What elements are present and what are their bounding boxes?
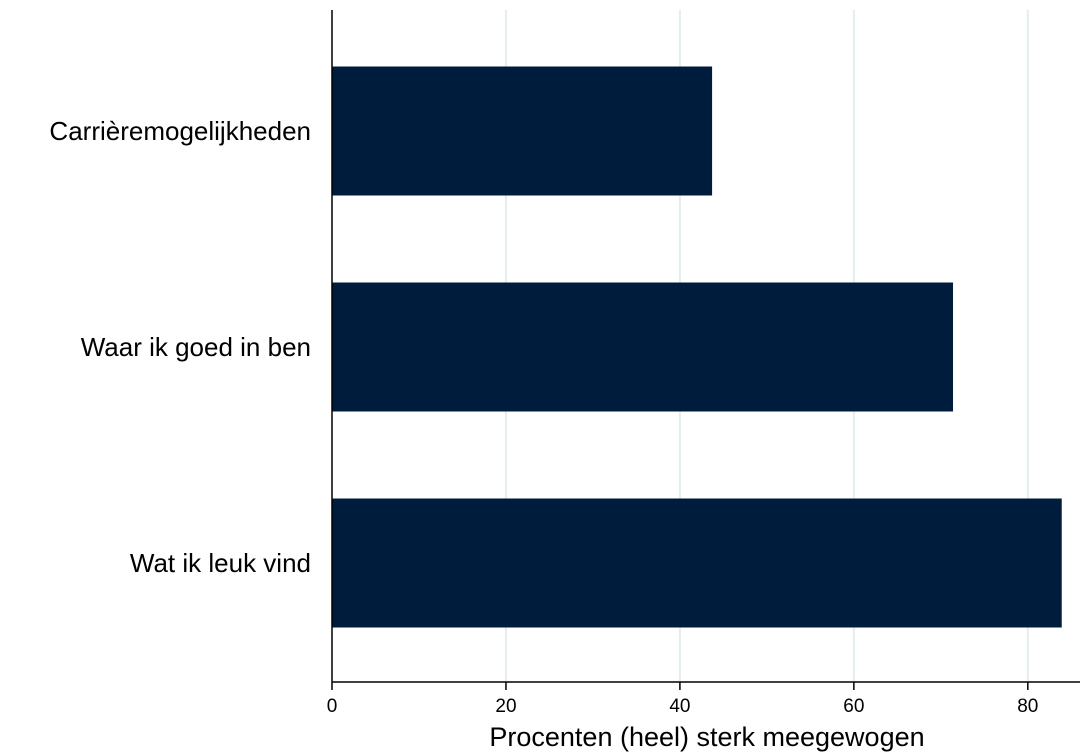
bars — [332, 66, 1062, 628]
category-label-1: Waar ik goed in ben — [81, 332, 311, 362]
bar-0 — [332, 66, 713, 196]
axes — [331, 10, 1080, 690]
bar-2 — [332, 498, 1062, 628]
labels: Carrièremogelijkheden Waar ik goed in ben… — [49, 116, 1038, 717]
x-tick-label-60: 60 — [843, 696, 864, 717]
x-tick-label-80: 80 — [1017, 696, 1038, 717]
bar-1 — [332, 282, 954, 412]
x-axis-title: Procenten (heel) sterk meegewogen — [489, 722, 924, 752]
x-tick-label-0: 0 — [327, 696, 338, 717]
x-tick-label-20: 20 — [495, 696, 516, 717]
category-label-2: Wat ik leuk vind — [130, 548, 311, 578]
category-label-0: Carrièremogelijkheden — [49, 116, 311, 146]
x-tick-label-40: 40 — [669, 696, 690, 717]
